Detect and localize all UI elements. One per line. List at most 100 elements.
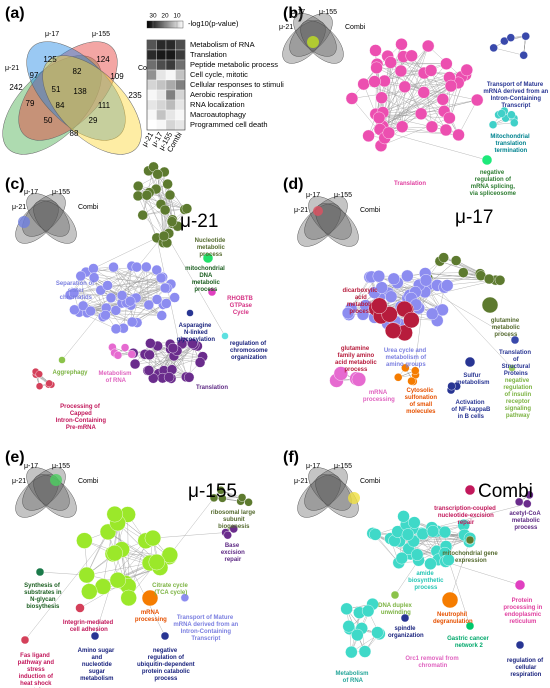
network-node (351, 372, 367, 387)
network-node (145, 338, 156, 349)
heatmap-cell (146, 59, 157, 71)
venn-highlight (307, 36, 319, 48)
network-node (362, 129, 375, 143)
colorbar-tick-label: 30 (149, 13, 157, 20)
venn-set-label: μ-21 (279, 24, 293, 31)
panel-label: (a) (5, 5, 25, 22)
venn-count: 124 (96, 55, 110, 64)
network-edge (115, 277, 162, 329)
venn-set (308, 467, 352, 511)
term-label: mitochondrial DNA metabolic process (185, 266, 225, 293)
venn-set-label: Combi (78, 478, 99, 485)
network-node (125, 296, 136, 307)
network-node (106, 544, 123, 562)
network-edge (400, 70, 422, 114)
network-node (483, 273, 495, 285)
panel-label: (c) (5, 176, 25, 193)
network-node (102, 280, 113, 291)
term-label: Asparagine N-linked glycosylation (175, 323, 215, 343)
network-node (144, 529, 162, 547)
network-node (244, 498, 253, 507)
panel-label: (d) (283, 176, 303, 193)
network-node (229, 524, 238, 534)
network-node (441, 279, 454, 292)
network-edge (121, 549, 166, 637)
network-edge (448, 559, 471, 627)
venn-set (42, 55, 142, 155)
heatmap-cell (165, 59, 176, 71)
network-edge (381, 77, 450, 98)
venn-set (26, 41, 126, 141)
term-label: Metabolism of RNA (335, 671, 368, 684)
network-node (438, 525, 452, 539)
network-edge (387, 56, 389, 133)
venn-set (33, 200, 77, 244)
network-node (384, 56, 397, 69)
network-edge (424, 287, 516, 341)
network-node (148, 553, 165, 571)
venn-set-label: μ-17 (24, 189, 38, 196)
venn-set (2, 55, 102, 155)
network-node (187, 338, 198, 349)
network-node (401, 528, 415, 541)
network-node (464, 484, 476, 496)
network-node (470, 93, 484, 107)
network-node (181, 203, 193, 214)
network-node (126, 316, 138, 328)
network-edge (80, 275, 117, 329)
network-node (514, 579, 526, 591)
network-edge (384, 63, 447, 139)
venn-set-label: μ-17 (24, 463, 38, 470)
network-node (108, 261, 119, 273)
heatmap-cell (146, 109, 157, 121)
term-label: Translation of Structural Proteins (499, 350, 531, 377)
term-label: amide biosynthetic process (406, 571, 444, 591)
network-node (161, 546, 179, 564)
network-edge (388, 86, 405, 133)
network-node (510, 118, 519, 127)
venn-set-label: μ-21 (294, 478, 308, 485)
network-edge (74, 266, 137, 294)
heatmap-cell (165, 99, 176, 111)
network-node (441, 591, 459, 609)
network-node (403, 311, 420, 329)
network-node (341, 306, 355, 320)
panel-title: μ-17 (455, 207, 493, 228)
network-edge (131, 266, 149, 306)
term-label: negative regulation of mRNA splicing, vi… (468, 170, 517, 197)
network-node (506, 33, 516, 42)
venn-set-label: μ-17 (291, 9, 305, 16)
network-node (358, 645, 372, 658)
heatmap-cell (156, 79, 167, 91)
venn-count: 51 (52, 85, 61, 94)
network-node (76, 532, 93, 549)
network-edge (388, 62, 391, 133)
network-node (414, 107, 428, 120)
venn-set-label: μ-17 (306, 192, 320, 199)
network-node (110, 305, 122, 316)
term-label: ribosomal large subunit biogenesis (211, 510, 256, 530)
network-node (152, 169, 163, 180)
network-edge (387, 55, 450, 78)
network-edge (449, 541, 470, 601)
network-node (183, 372, 195, 383)
network-node (419, 274, 433, 287)
venn-count: 125 (43, 55, 57, 64)
heatmap-cell (165, 39, 176, 51)
network-edge (394, 560, 419, 596)
network-node (417, 86, 430, 99)
network-node (216, 486, 226, 495)
network-edge (413, 287, 426, 382)
network-node (105, 292, 117, 304)
network-node (440, 57, 453, 70)
network-node (163, 372, 175, 383)
term-label: Activation of NF-kappaB in B cells (450, 400, 491, 420)
term-label: RHOBTB GTPase Cycle (227, 296, 253, 316)
venn-set-label: μ-155 (334, 192, 352, 199)
network-node (397, 510, 410, 523)
network-node (161, 298, 172, 309)
panel-label: (b) (283, 5, 303, 22)
network-node (515, 640, 525, 650)
network-node (20, 635, 30, 645)
network-node (481, 296, 499, 314)
